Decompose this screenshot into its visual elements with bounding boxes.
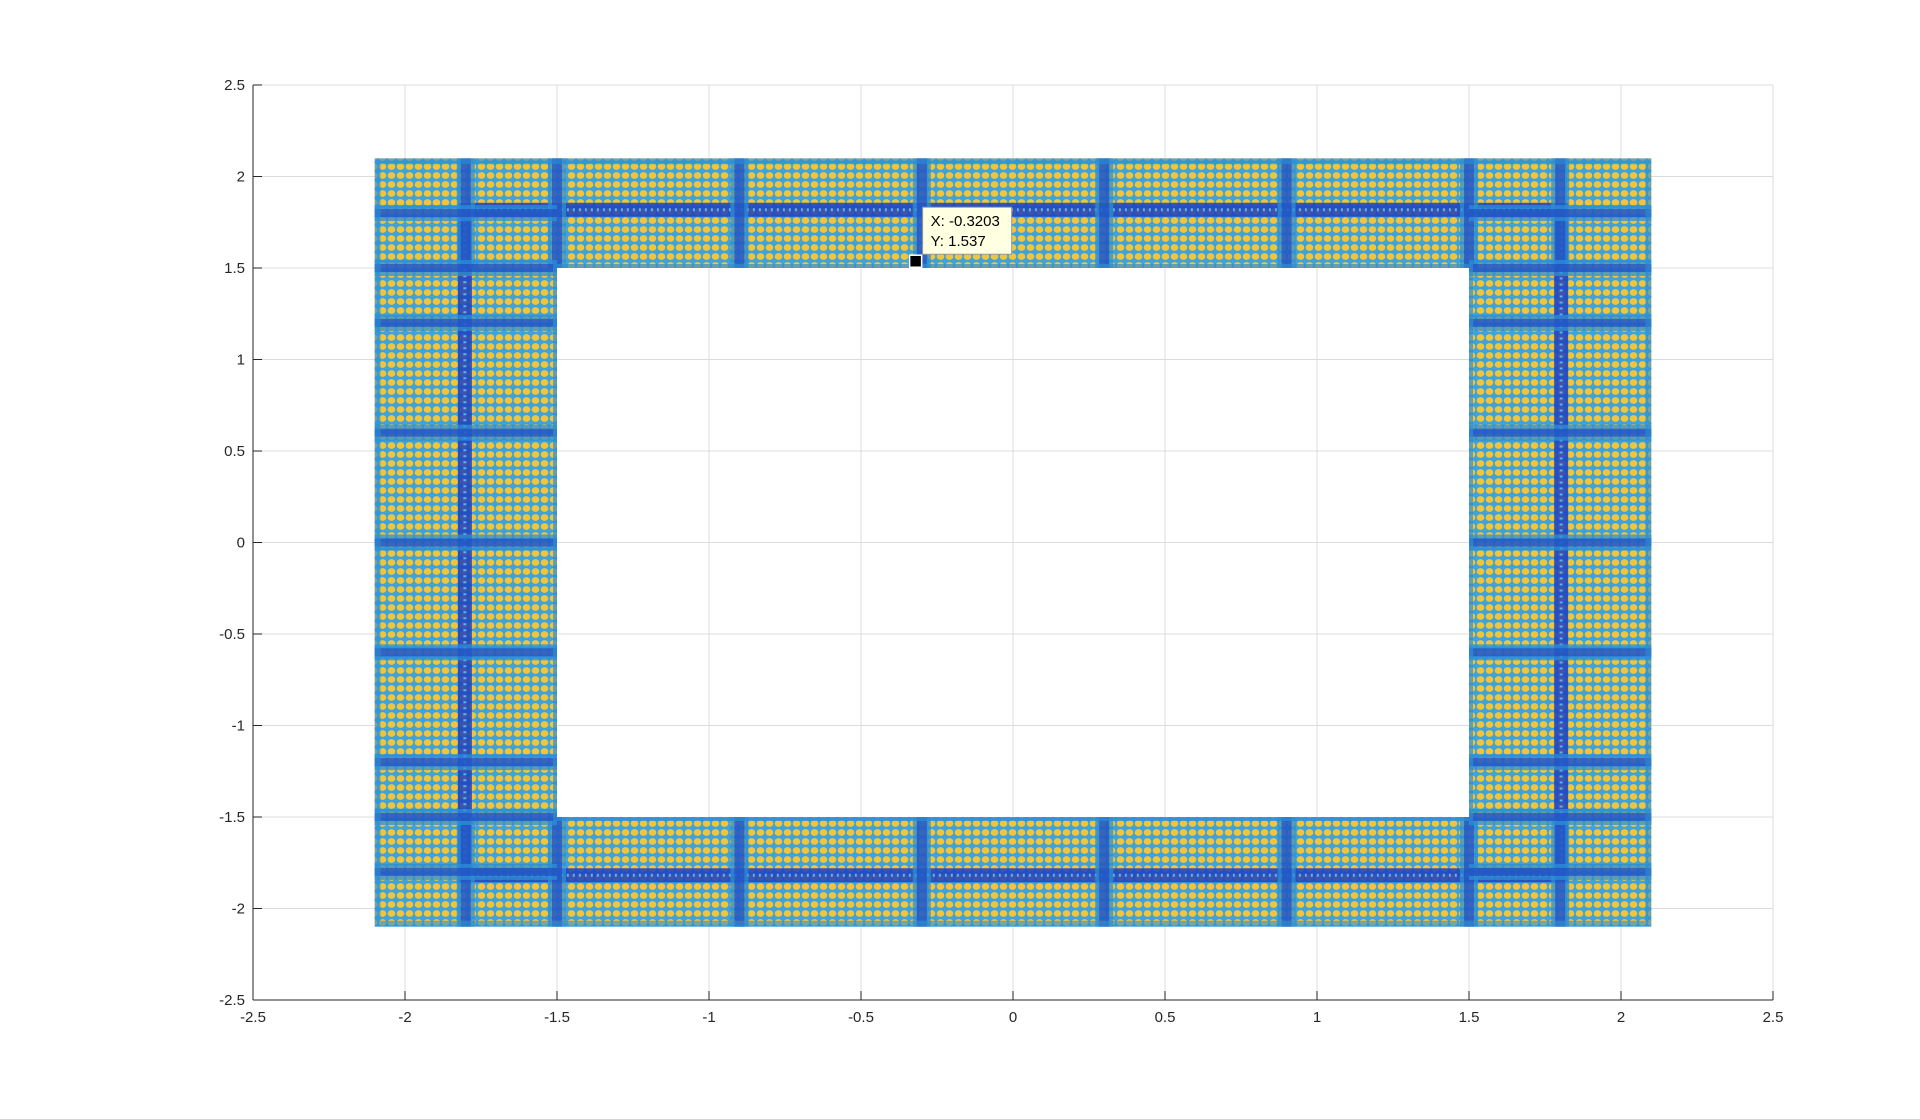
rib-top-core bbox=[916, 158, 927, 268]
rib-top-core bbox=[1281, 158, 1292, 268]
datatip-x-label: X: -0.3203 bbox=[931, 213, 1000, 230]
y-tick-label: 0.5 bbox=[224, 443, 245, 460]
rib-left-core bbox=[374, 209, 557, 218]
y-tick-label: 1.5 bbox=[224, 260, 245, 277]
rib-bottom-core bbox=[916, 817, 927, 927]
rib-right-core bbox=[1469, 209, 1652, 218]
datatip[interactable]: X: -0.3203 Y: 1.537 bbox=[908, 206, 1013, 268]
y-tick-label: 0 bbox=[237, 535, 245, 552]
rib-left-core bbox=[374, 264, 557, 272]
x-tick-label: -1.5 bbox=[544, 1009, 570, 1026]
y-tick-label: -0.5 bbox=[219, 626, 245, 643]
hole-edge bbox=[553, 264, 1473, 821]
x-tick-label: -0.5 bbox=[848, 1009, 874, 1026]
y-tick-labels: 2.5 2 1.5 1 0.5 0 -0.5 -1 -1.5 -2 -2.5 bbox=[219, 77, 245, 1009]
x-tick-label: 2.5 bbox=[1763, 1009, 1784, 1026]
rib-right-core bbox=[1469, 758, 1652, 767]
y-tick-label: -2 bbox=[232, 901, 245, 918]
y-tick-label: 1 bbox=[237, 352, 245, 369]
x-tick-label: 2 bbox=[1617, 1009, 1625, 1026]
field-heatmap bbox=[374, 158, 1652, 927]
x-tick-label: -1 bbox=[702, 1009, 715, 1026]
rib-left-core bbox=[374, 867, 557, 876]
y-tick-label: 2 bbox=[237, 169, 245, 186]
x-tick-label: -2.5 bbox=[240, 1009, 266, 1026]
rib-left-core bbox=[374, 813, 557, 821]
datatip-box[interactable] bbox=[922, 206, 1013, 255]
rib-left-core bbox=[374, 758, 557, 767]
y-tick-label: -1.5 bbox=[219, 809, 245, 826]
rib-left-core bbox=[374, 318, 557, 327]
x-tick-label: 1 bbox=[1313, 1009, 1321, 1026]
y-tick-label: -1 bbox=[232, 718, 245, 735]
rib-right-core bbox=[1469, 318, 1652, 327]
x-tick-label: 0.5 bbox=[1155, 1009, 1176, 1026]
rib-right-core bbox=[1469, 813, 1652, 821]
datatip-marker[interactable] bbox=[908, 254, 923, 268]
rib-left-core bbox=[374, 648, 557, 657]
rib-right-core bbox=[1469, 538, 1652, 547]
rib-top-core bbox=[734, 158, 745, 268]
outer-edge bbox=[374, 158, 1652, 927]
rib-right-core bbox=[1469, 428, 1652, 437]
rib-left-core bbox=[374, 428, 557, 437]
y-tick-label: -2.5 bbox=[219, 992, 245, 1009]
x-tick-labels: -2.5 -2 -1.5 -1 -0.5 0 0.5 1 1.5 2 2.5 bbox=[240, 1009, 1783, 1026]
rib-left-core bbox=[374, 538, 557, 547]
rib-bottom-core bbox=[1099, 817, 1110, 927]
rib-top-core bbox=[1099, 158, 1110, 268]
rib-right-core bbox=[1469, 648, 1652, 657]
rib-bottom-core bbox=[734, 817, 745, 927]
rib-right-core bbox=[1469, 264, 1652, 272]
rib-right-core bbox=[1469, 867, 1652, 876]
y-tick-label: 2.5 bbox=[224, 77, 245, 94]
axes bbox=[252, 84, 1774, 1001]
field-ring bbox=[374, 158, 1652, 927]
x-tick-label: -2 bbox=[398, 1009, 411, 1026]
x-tick-label: 1.5 bbox=[1459, 1009, 1480, 1026]
x-tick-label: 0 bbox=[1009, 1009, 1017, 1026]
datatip-y-label: Y: 1.537 bbox=[931, 233, 986, 250]
rib-bottom-core bbox=[1281, 817, 1292, 927]
